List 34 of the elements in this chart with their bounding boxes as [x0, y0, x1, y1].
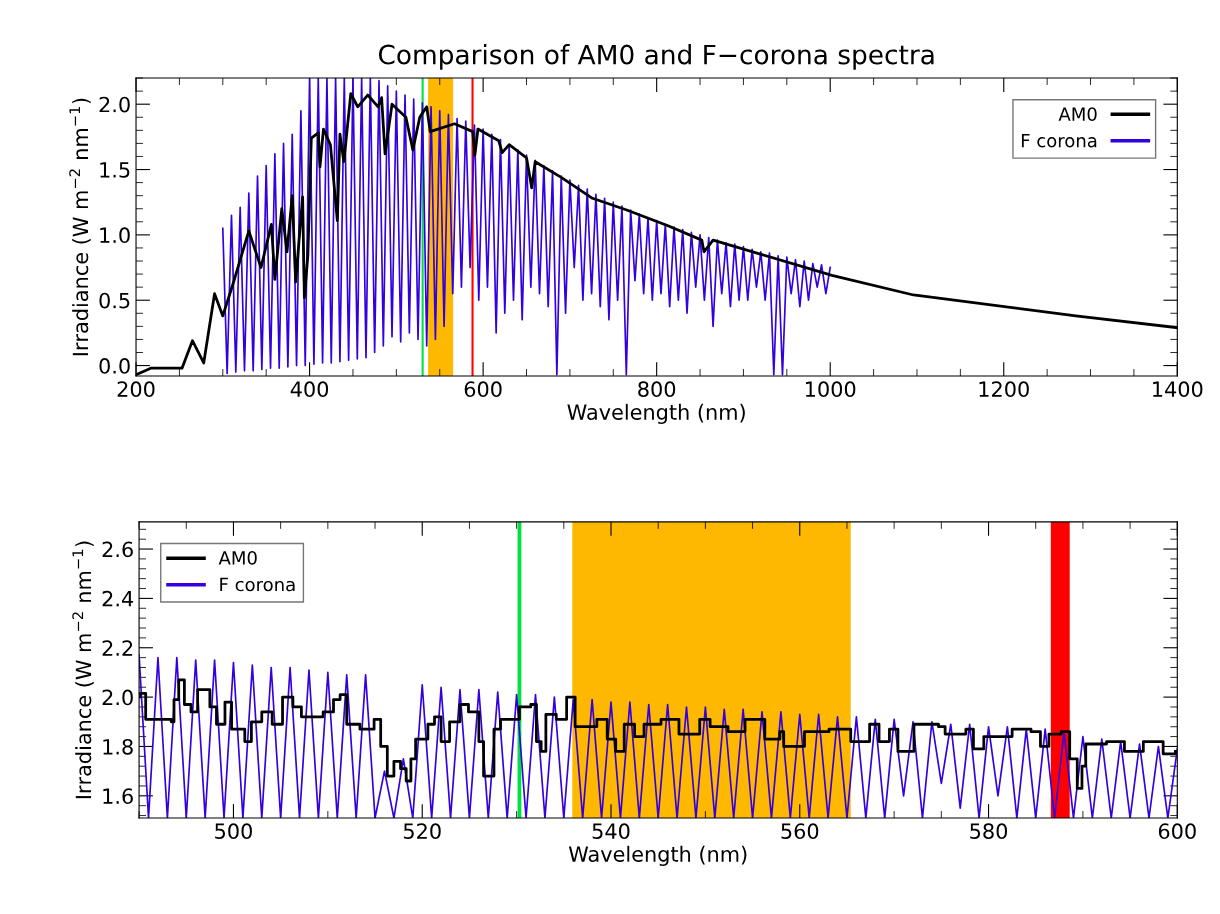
- x-tick-label: 560: [781, 823, 819, 840]
- line-series: [221, 78, 832, 376]
- legend-label: F corona: [220, 577, 295, 592]
- legend-label: F corona: [1021, 134, 1097, 148]
- y-axis-title: Irradiance (W m$^{−2}$ nm$^{−1}$): [72, 541, 94, 799]
- x-tick-label: 800: [638, 381, 676, 398]
- x-tick-label: 600: [464, 381, 502, 398]
- y-tick-label: 1.6: [103, 788, 133, 805]
- chart-title: Comparison of AM0 and F−corona spectra: [378, 44, 934, 70]
- x-tick-label: 400: [290, 381, 329, 398]
- y-tick-label: 0.0: [99, 358, 130, 374]
- y-tick-label: 2.0: [102, 689, 133, 706]
- y-tick-label: 1.8: [103, 738, 133, 755]
- y-tick-label: 0.5: [99, 292, 130, 309]
- y-axis-title: Irradiance (W m$^{−2}$ nm$^{−1}$): [69, 98, 91, 356]
- y-tick-label: 2.6: [102, 541, 133, 558]
- x-tick-label: 600: [1158, 823, 1196, 840]
- y-tick-label: 2.2: [102, 640, 133, 656]
- x-tick-label: 1000: [805, 381, 856, 398]
- x-tick-label: 1200: [979, 381, 1029, 398]
- x-axis-title: Wavelength (nm): [567, 403, 745, 424]
- y-tick-label: 2.0: [99, 96, 130, 113]
- y-tick-label: 1.5: [100, 162, 130, 178]
- x-tick-label: 1400: [1153, 381, 1203, 398]
- y-tick-label: 1.0: [100, 227, 130, 244]
- x-axis-title: Wavelength (nm): [568, 845, 747, 866]
- x-tick-label: 520: [403, 823, 441, 840]
- x-tick-label: 500: [215, 823, 252, 840]
- x-tick-label: 580: [970, 823, 1008, 840]
- legend-label: AM0: [218, 551, 257, 565]
- y-tick-label: 2.4: [102, 590, 134, 607]
- legend-label: AM0: [1058, 107, 1097, 121]
- x-tick-label: 540: [592, 823, 630, 840]
- x-tick-label: 200: [117, 381, 155, 398]
